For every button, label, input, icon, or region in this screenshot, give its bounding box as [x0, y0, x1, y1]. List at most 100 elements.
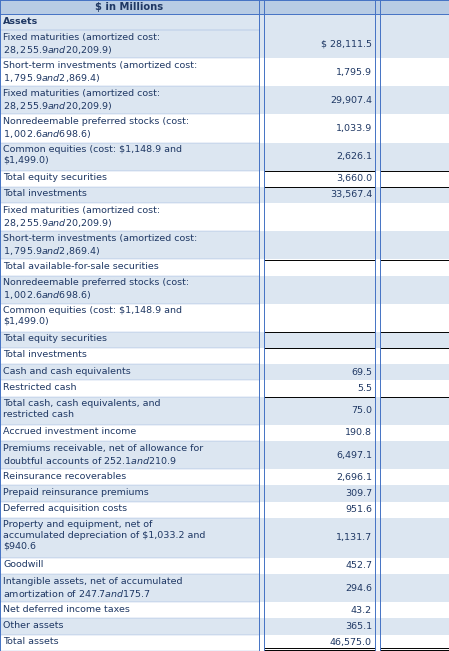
Bar: [380, 380, 449, 396]
Text: 75.0: 75.0: [351, 406, 372, 415]
Bar: [0, 59, 259, 87]
Bar: [375, 574, 380, 602]
Bar: [259, 59, 264, 87]
Bar: [375, 303, 380, 331]
Text: 3,660.0: 3,660.0: [336, 174, 372, 183]
Bar: [380, 0, 449, 14]
Bar: [264, 203, 375, 231]
Bar: [259, 203, 264, 231]
Bar: [380, 303, 449, 331]
Bar: [380, 618, 449, 635]
Bar: [264, 259, 375, 275]
Bar: [264, 231, 375, 259]
Bar: [264, 348, 375, 364]
Bar: [0, 364, 259, 380]
Bar: [259, 441, 264, 469]
Bar: [375, 348, 380, 364]
Text: 2,626.1: 2,626.1: [336, 152, 372, 161]
Bar: [264, 574, 375, 602]
Bar: [264, 303, 375, 331]
Bar: [264, 143, 375, 171]
Text: $ in Millions: $ in Millions: [96, 2, 163, 12]
Bar: [0, 602, 259, 618]
Text: Restricted cash: Restricted cash: [3, 383, 76, 392]
Bar: [0, 303, 259, 331]
Bar: [259, 115, 264, 143]
Bar: [380, 31, 449, 59]
Bar: [380, 441, 449, 469]
Bar: [259, 187, 264, 203]
Bar: [264, 635, 375, 651]
Bar: [380, 425, 449, 441]
Text: 294.6: 294.6: [345, 584, 372, 592]
Bar: [0, 143, 259, 171]
Text: 33,567.4: 33,567.4: [330, 191, 372, 199]
Bar: [259, 518, 264, 558]
Text: Intangible assets, net of accumulated
amortization of $247.7 and $175.7: Intangible assets, net of accumulated am…: [3, 577, 182, 599]
Bar: [375, 171, 380, 187]
Bar: [375, 331, 380, 348]
Bar: [380, 259, 449, 275]
Bar: [264, 0, 375, 14]
Text: 190.8: 190.8: [345, 428, 372, 437]
Bar: [375, 87, 380, 115]
Text: Total equity securities: Total equity securities: [3, 173, 107, 182]
Text: Total cash, cash equivalents, and
restricted cash: Total cash, cash equivalents, and restri…: [3, 399, 160, 419]
Bar: [380, 171, 449, 187]
Bar: [264, 486, 375, 502]
Bar: [0, 115, 259, 143]
Text: Nonredeemable preferred stocks (cost:
$1,002.6 and $698.6): Nonredeemable preferred stocks (cost: $1…: [3, 117, 189, 140]
Bar: [0, 558, 259, 574]
Bar: [0, 396, 259, 425]
Bar: [259, 364, 264, 380]
Bar: [380, 518, 449, 558]
Bar: [375, 259, 380, 275]
Bar: [375, 0, 380, 14]
Bar: [264, 441, 375, 469]
Bar: [380, 14, 449, 31]
Bar: [380, 331, 449, 348]
Text: Assets: Assets: [3, 16, 38, 25]
Bar: [259, 231, 264, 259]
Bar: [375, 203, 380, 231]
Bar: [375, 425, 380, 441]
Bar: [380, 87, 449, 115]
Bar: [0, 380, 259, 396]
Bar: [375, 59, 380, 87]
Bar: [375, 364, 380, 380]
Bar: [0, 171, 259, 187]
Bar: [264, 275, 375, 303]
Bar: [264, 558, 375, 574]
Text: Common equities (cost: $1,148.9 and
$1,499.0): Common equities (cost: $1,148.9 and $1,4…: [3, 306, 182, 326]
Bar: [380, 396, 449, 425]
Bar: [259, 0, 264, 14]
Bar: [380, 187, 449, 203]
Text: Accrued investment income: Accrued investment income: [3, 427, 136, 436]
Text: 43.2: 43.2: [351, 606, 372, 615]
Bar: [259, 14, 264, 31]
Bar: [259, 618, 264, 635]
Bar: [375, 602, 380, 618]
Bar: [0, 486, 259, 502]
Text: 46,575.0: 46,575.0: [330, 639, 372, 647]
Bar: [259, 486, 264, 502]
Text: Premiums receivable, net of allowance for
doubtful accounts of $252.1 and $210.9: Premiums receivable, net of allowance fo…: [3, 443, 203, 466]
Bar: [375, 635, 380, 651]
Bar: [0, 203, 259, 231]
Bar: [375, 231, 380, 259]
Bar: [259, 331, 264, 348]
Text: Total available-for-sale securities: Total available-for-sale securities: [3, 262, 159, 271]
Bar: [264, 59, 375, 87]
Text: $ 28,111.5: $ 28,111.5: [321, 40, 372, 49]
Bar: [375, 187, 380, 203]
Bar: [380, 348, 449, 364]
Bar: [375, 143, 380, 171]
Bar: [0, 231, 259, 259]
Text: Property and equipment, net of
accumulated depreciation of $1,033.2 and
$940.6: Property and equipment, net of accumulat…: [3, 521, 205, 551]
Bar: [0, 618, 259, 635]
Bar: [259, 87, 264, 115]
Bar: [375, 396, 380, 425]
Bar: [0, 348, 259, 364]
Text: Reinsurance recoverables: Reinsurance recoverables: [3, 472, 126, 480]
Bar: [380, 59, 449, 87]
